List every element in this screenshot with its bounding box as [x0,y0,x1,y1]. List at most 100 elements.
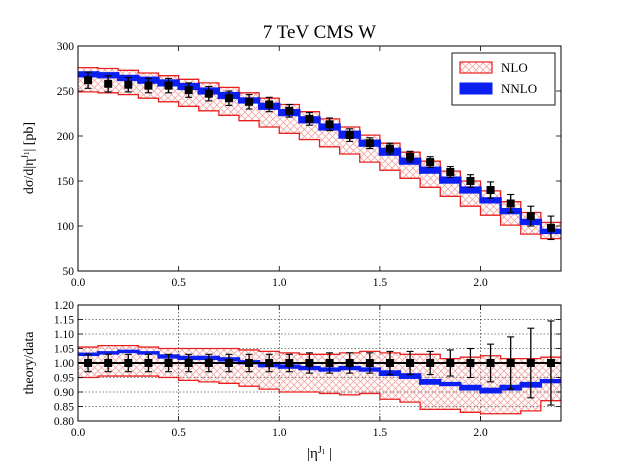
legend-entry-nlo: NLO [459,60,528,75]
top-series-data-marker-2 [124,80,133,89]
bottom-xtick-label-2: 1.0 [272,427,287,439]
top-series-data-marker-7 [224,94,233,103]
legend-label-nnlo: NNLO [501,81,537,96]
bottom-series-data-point-8 [239,353,260,373]
bottom-series-data-point-9 [259,353,280,373]
top-ytick-label-2: 150 [57,176,75,188]
bottom-series-data-marker-10 [285,359,294,367]
bottom-series-nnlo-bin-1 [98,351,119,355]
top-series-nlo-upper [78,66,561,224]
bottom-series-data-point-2 [118,353,139,373]
top-series-data-point-0 [84,71,93,89]
top-series-nnlo-step-6 [217,87,221,100]
top-series-data-point-17 [426,156,435,169]
top-series-data-marker-22 [526,212,535,221]
bottom-series-data-point-22 [520,327,541,399]
bottom-panel: 0.0 0.5 1.0 1.5 2.0 0.80 0.85 0.90 0.95 1.00 1.05 1… [54,300,562,439]
top-ytick-label-5: 300 [57,41,75,53]
top-series-nnlo-step-4 [177,79,180,91]
bottom-series-data-marker-12 [325,359,334,367]
top-series-nnlo-step-20 [499,197,502,215]
top-series-data-marker-19 [466,177,475,185]
bottom-series-nnlo-step-4 [177,354,180,361]
top-series-nnlo-step-19 [479,186,482,204]
top-series-data-marker-1 [104,79,113,88]
bottom-xtick-label-1: 0.5 [171,427,186,439]
bottom-ticks: 0.0 0.5 1.0 1.5 2.0 0.80 0.85 0.90 0.95 1.00 1.05 1… [54,300,561,439]
bottom-series-data-marker-18 [446,359,455,367]
bottom-series-nnlo-bin-17 [420,378,441,385]
bottom-series-data-point-19 [460,347,481,379]
bottom-ytick-label-1: 0.85 [54,402,74,414]
top-series-nnlo-step-18 [459,176,462,194]
top-series-data-point-7 [224,90,233,106]
top-series-nlo [78,66,561,240]
top-series-data-point-2 [124,76,133,93]
top-series-nnlo-step-15 [398,147,402,165]
bottom-series-nlo [78,344,561,415]
bottom-series-data [78,320,561,406]
top-series-data-marker-21 [506,199,515,208]
bottom-x-axis-label: |ηJ1 | [307,445,332,463]
top-series-data-marker-14 [365,139,374,148]
bottom-y-axis-label: theory/data [22,331,37,395]
bottom-series-data-point-20 [480,343,501,383]
top-series-data-point-3 [144,77,153,94]
top-series-data-marker-5 [184,86,193,95]
top-series-data-point-19 [466,174,475,188]
top-xtick-label-3: 1.5 [373,277,388,289]
bottom-series-nnlo-step-6 [217,355,221,362]
bottom-series-data-marker-19 [466,359,475,367]
top-series-nnlo-step-11 [318,116,321,131]
top-series-data-point-12 [325,117,334,132]
top-series-data-marker-10 [285,106,294,115]
bottom-plot-area [78,320,561,415]
bottom-ytick-label-4: 1.00 [54,358,74,370]
bottom-series-data-marker-17 [426,359,435,367]
bottom-series-data-marker-6 [204,359,213,367]
top-axes-frame [77,45,562,272]
bottom-series-nnlo-bin-2 [118,349,139,354]
top-series-data-point-4 [164,77,173,94]
top-series-nnlo-bin-18 [440,176,461,184]
bottom-xtick-label-4: 2.0 [473,427,488,439]
top-series-data-marker-13 [345,131,354,140]
top-ytick-label-4: 250 [57,86,75,98]
top-series-data-point-13 [345,128,354,142]
chart-title: 7 TeV CMS W [263,22,376,43]
bottom-series-data-marker-5 [184,359,193,367]
top-series-data-point-8 [245,94,254,110]
bottom-series-data-marker-7 [224,359,233,367]
bottom-series-data-point-6 [198,353,219,373]
top-ytick-label-0: 50 [63,266,75,278]
top-series-nnlo-step-16 [418,157,422,174]
top-xtick-label-0: 0.0 [71,277,86,289]
bottom-series-data-point-18 [440,349,461,377]
bottom-series-data-point-15 [379,350,400,376]
bottom-ytick-label-0: 0.80 [54,416,74,428]
bottom-ytick-label-7: 1.15 [54,315,74,327]
bottom-xtick-label-3: 1.5 [373,427,388,439]
top-series-nnlo-bin-17 [420,166,441,174]
bottom-series-nlo-lower [78,375,561,415]
bottom-series-nnlo-bin-19 [460,384,481,391]
top-series-data-point-10 [285,103,294,118]
top-series-data-marker-0 [84,76,93,85]
top-xtick-label-2: 1.0 [272,277,287,289]
top-series-data-point-22 [526,205,535,227]
top-series-nnlo-step-0 [96,71,100,79]
bottom-series-data-marker-23 [546,359,555,367]
top-series-data-marker-4 [164,81,173,90]
top-series-nnlo-step-22 [539,218,543,235]
bottom-series-nnlo-bin-16 [400,373,421,379]
legend-label-nlo: NLO [501,60,528,75]
top-series-nlo-lower [78,91,561,240]
top-series-data-point-6 [204,85,213,102]
top-xtick-label-4: 2.0 [473,277,488,289]
bottom-series-nnlo-step-22 [539,378,543,388]
top-ytick-label-1: 100 [57,221,75,233]
legend-swatch-nnlo [459,82,493,95]
top-series-data-point-5 [184,82,193,98]
bottom-series-data-marker-2 [124,359,133,367]
